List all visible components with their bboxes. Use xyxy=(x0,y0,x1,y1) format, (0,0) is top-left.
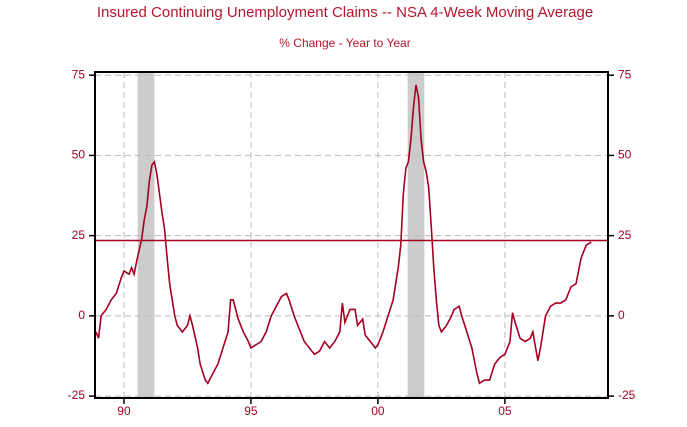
y2-tick-label: -25 xyxy=(618,388,636,402)
x-tick-label: 90 xyxy=(117,404,131,418)
x-tick-label: 95 xyxy=(244,404,258,418)
y-tick-label: 50 xyxy=(72,148,86,162)
x-tick-label: 00 xyxy=(371,404,385,418)
recession-band xyxy=(137,72,155,398)
y-tick-label: -25 xyxy=(68,388,86,402)
y-tick-label: 75 xyxy=(72,67,86,81)
y2-tick-label: 75 xyxy=(618,67,632,81)
chart-title: Insured Continuing Unemployment Claims -… xyxy=(97,4,593,21)
y2-tick-label: 0 xyxy=(618,308,625,322)
y-tick-label: 25 xyxy=(72,228,86,242)
y2-tick-label: 50 xyxy=(618,148,632,162)
recession-band xyxy=(407,72,425,398)
y2-tick-label: 25 xyxy=(618,228,632,242)
plot-frame xyxy=(94,71,609,399)
chart-subtitle: % Change - Year to Year xyxy=(279,36,410,50)
y-tick-label: 0 xyxy=(78,308,85,322)
data-line xyxy=(95,84,592,385)
x-tick-label: 05 xyxy=(498,404,512,418)
